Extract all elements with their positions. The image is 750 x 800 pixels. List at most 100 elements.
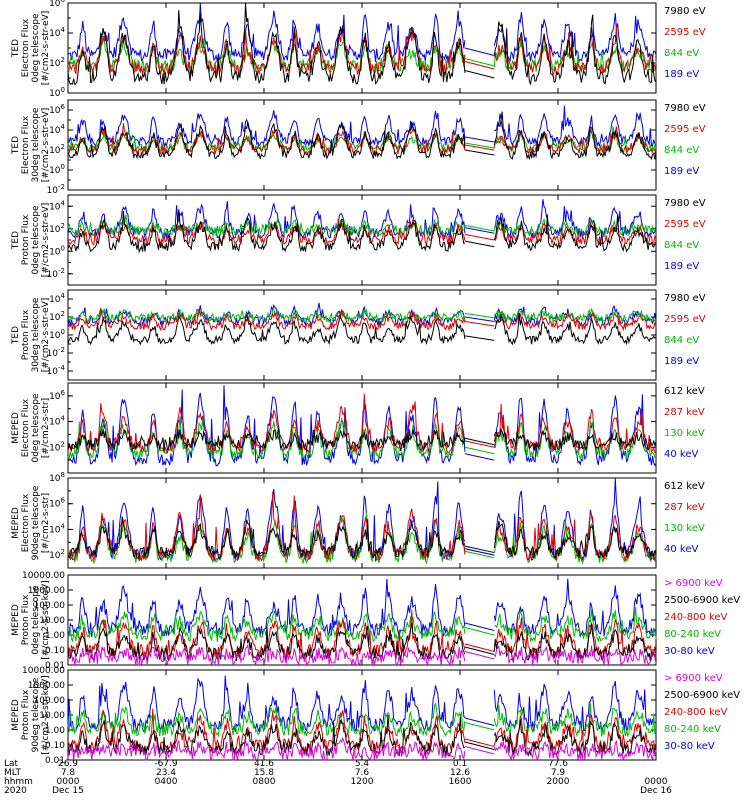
y-tick-label: 102	[49, 440, 65, 453]
y-tick-label: 100.00	[34, 696, 66, 706]
y-axis-label-line: [#/cm2-s-str]	[41, 493, 51, 553]
legend-entry: 30-80 keV	[664, 646, 715, 657]
time-axis-lat: 0.1	[453, 759, 467, 769]
y-axis-label-line: MEPED	[11, 699, 21, 731]
legend-entry: 2500-6900 keV	[664, 690, 740, 701]
time-axis-hhmm: 0400	[155, 777, 178, 787]
y-axis-label-line: [#/cm2-s-str-eV]	[41, 108, 51, 183]
time-axis-mlt: 7.6	[355, 768, 370, 778]
gap-connector	[464, 149, 495, 156]
legend-entry: 2595 eV	[664, 219, 706, 230]
time-axis-hhmm: 0000	[645, 777, 668, 787]
y-axis-label-line: TED	[11, 136, 21, 155]
legend-entry: 30-80 keV	[664, 741, 715, 752]
gap-connector	[464, 746, 495, 755]
series-line-1	[67, 307, 657, 332]
legend-entry: 40 keV	[664, 449, 698, 460]
y-axis-label-line: TED	[11, 231, 21, 250]
y-tick-label: 100	[49, 244, 65, 257]
gap-connector	[464, 622, 495, 631]
y-axis-label: MEPED Electron Flux 0deg telescope [#/cm2-s…	[11, 393, 51, 463]
y-tick-label: 10000.00	[22, 571, 65, 581]
time-axis-lat: 26.9	[58, 759, 78, 769]
y-tick-label: 0.01	[45, 661, 65, 671]
legend-entry: 7980 eV	[664, 103, 706, 114]
time-axis-row-label: 2020	[4, 786, 27, 796]
gap-connector	[464, 47, 495, 56]
y-axis-label-line: [#/cm2-s-str-eV]	[41, 203, 51, 278]
gap-connector	[464, 548, 495, 556]
legend-entry: 7980 eV	[664, 6, 706, 17]
time-axis-mlt: 7.8	[61, 768, 76, 778]
legend-entry: 80-240 keV	[664, 724, 721, 735]
y-axis-label: MEPED Proton Flux 90deg telescope [#/cm2-s-…	[11, 675, 51, 754]
y-axis-label-line: Proton Flux	[21, 689, 31, 740]
y-tick-label: 0.01	[45, 756, 65, 766]
y-tick-label: 10-2	[47, 267, 65, 280]
time-axis-lat: 41.6	[254, 759, 274, 769]
y-axis-label-line: 0deg telescope	[31, 205, 41, 275]
legend-entry: 2595 eV	[664, 27, 706, 38]
y-axis-label-line: [#/cm2-s-str-keV]	[41, 675, 51, 754]
time-axis-date: Dec 15	[52, 786, 84, 796]
time-axis-lat: 5.4	[355, 759, 370, 769]
gap-connector	[464, 651, 495, 660]
time-axis-date: Dec 16	[640, 786, 672, 796]
legend-entry: 130 keV	[664, 428, 705, 439]
y-axis-label-line: 30deg telescope	[31, 297, 41, 372]
gap-connector	[464, 58, 495, 67]
y-axis-label-line: [#/cm2-s-str-eV]	[41, 298, 51, 373]
legend-entry: 612 keV	[664, 481, 705, 492]
legend-entry: > 6900 keV	[664, 578, 723, 589]
time-axis-mlt: 7.9	[551, 768, 566, 778]
time-axis-lat: -67.9	[154, 759, 178, 769]
legend-entry: 844 eV	[664, 335, 699, 346]
legend-entry: 189 eV	[664, 166, 699, 177]
y-tick-label: 10-2	[47, 346, 65, 359]
time-axis-mlt: 12.6	[450, 768, 470, 778]
gap-connector	[464, 142, 495, 149]
legend-entry: 612 keV	[664, 386, 705, 397]
y-tick-label: 100	[49, 328, 65, 341]
y-axis-label-line: Proton Flux	[21, 214, 31, 265]
series-line-2	[67, 416, 657, 461]
series-line-0	[67, 2, 657, 86]
series-line-0	[67, 736, 657, 762]
gap-connector	[464, 453, 495, 461]
series-line-0	[67, 209, 657, 254]
y-tick-label: 1000.00	[28, 586, 65, 596]
y-tick-label: 10-4	[47, 364, 66, 377]
y-tick-label: 102	[49, 56, 65, 69]
y-axis-label-line: MEPED	[11, 507, 21, 539]
gap-connector	[464, 550, 495, 559]
series-line-3	[67, 703, 657, 738]
gap-connector	[464, 545, 495, 554]
series-line-0	[67, 111, 657, 161]
y-axis-label-line: 0deg telescope	[31, 393, 41, 463]
time-axis-mlt: 15.8	[254, 768, 274, 778]
y-axis-label-line: 0deg telescope	[31, 585, 41, 655]
series-line-0	[67, 427, 657, 453]
gap-connector	[464, 144, 495, 151]
y-axis-label-line: 90deg telescope	[31, 485, 41, 560]
panel-meped-p-90deg: 0.010.101.0010.00100.001000.0010000.00ME…	[11, 666, 740, 766]
y-axis-label-line: [#/cm2-s-str]	[41, 398, 51, 458]
y-tick-label: 106	[49, 389, 65, 402]
legend-entry: 2595 eV	[664, 314, 706, 325]
legend-entry: 240-800 keV	[664, 612, 728, 623]
gap-connector	[464, 646, 495, 655]
gap-connector	[464, 722, 495, 731]
gap-connector	[464, 643, 495, 652]
y-axis-label-line: Proton Flux	[21, 594, 31, 645]
legend-entry: 130 keV	[664, 523, 705, 534]
gap-connector	[464, 136, 495, 143]
time-axis-row-label: hhmm	[4, 777, 33, 787]
gap-connector	[464, 233, 495, 241]
time-axis-mlt: 23.4	[156, 768, 176, 778]
y-tick-label: 1.00	[45, 631, 65, 641]
